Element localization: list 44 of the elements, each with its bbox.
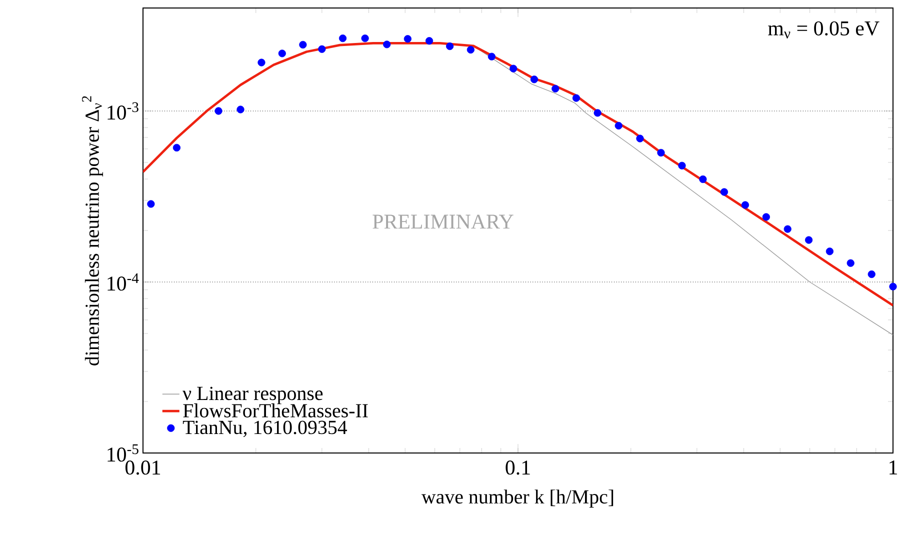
legend-label: ν Linear response bbox=[182, 386, 323, 404]
point bbox=[678, 162, 686, 170]
point bbox=[236, 106, 244, 114]
point bbox=[361, 34, 369, 42]
point bbox=[741, 201, 750, 209]
annotation: m$_{ν}$ = 0.05 eV bbox=[768, 21, 880, 38]
point bbox=[214, 107, 222, 115]
point bbox=[784, 225, 792, 233]
point bbox=[530, 76, 538, 84]
point bbox=[594, 109, 602, 117]
point bbox=[699, 175, 707, 184]
point bbox=[657, 148, 665, 157]
point bbox=[762, 213, 770, 221]
y-tick-label: 10$^{-3}$ bbox=[108, 102, 138, 120]
y-tick-label: 10$^{-5}$ bbox=[108, 444, 138, 462]
point bbox=[572, 94, 580, 102]
point bbox=[425, 37, 434, 45]
annotation: PRELIMINARY bbox=[372, 214, 514, 229]
x-tick-label: 1 bbox=[890, 460, 897, 474]
point bbox=[466, 46, 474, 54]
point bbox=[846, 259, 854, 267]
point bbox=[720, 188, 728, 196]
point bbox=[446, 42, 454, 50]
point bbox=[636, 134, 644, 142]
point bbox=[510, 64, 518, 72]
y-axis-title: dimensionless neutrino power Δ$_{ν}$2 bbox=[82, 96, 104, 366]
point bbox=[404, 35, 412, 43]
x-tick-label: 0.1 bbox=[506, 460, 530, 475]
point bbox=[383, 40, 391, 48]
point bbox=[488, 52, 496, 60]
point bbox=[889, 282, 897, 290]
point bbox=[804, 236, 813, 244]
point bbox=[258, 58, 266, 66]
legend-label: FlowsForTheMasses-II bbox=[183, 403, 368, 418]
point bbox=[299, 40, 307, 49]
point bbox=[278, 50, 286, 58]
point bbox=[826, 248, 834, 256]
point bbox=[614, 122, 622, 130]
point bbox=[552, 84, 560, 92]
point bbox=[868, 270, 876, 278]
legend-label: TianNu, 1610.09354 bbox=[182, 420, 348, 438]
x-axis-title: wave number k [h/Mpc] bbox=[421, 490, 614, 508]
y-tick-label: 10$^{-4}$ bbox=[108, 273, 139, 291]
x-tick-label: 0.01 bbox=[125, 460, 160, 475]
